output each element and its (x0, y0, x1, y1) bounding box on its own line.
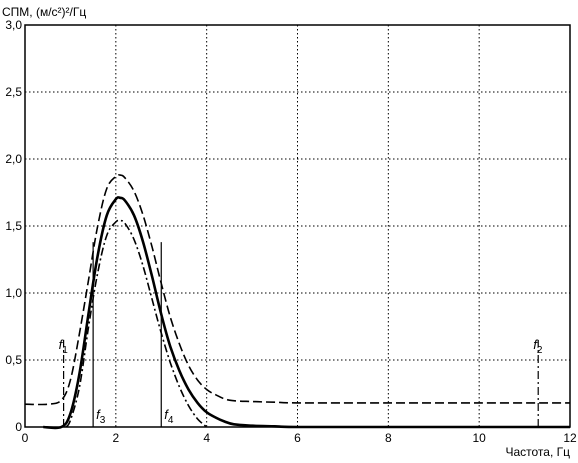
y-tick-label: 1,0 (5, 286, 22, 300)
series-line-dashed (24, 174, 571, 406)
x-tick-label: 4 (203, 431, 210, 445)
y-tick-label: 2,5 (5, 85, 22, 99)
y-axis-label: СПМ, (м/с²)²/Гц (2, 5, 86, 19)
marker-label-f3: f3 (96, 407, 106, 426)
marker-label-f1: f1 (59, 337, 69, 356)
x-tick-label: 12 (563, 431, 577, 445)
marker-label-f4: f4 (164, 407, 174, 426)
y-tick-label: 3,0 (5, 18, 22, 32)
y-tick-label: 1,5 (5, 219, 22, 233)
x-tick-label: 0 (22, 431, 29, 445)
y-tick-label: 2,0 (5, 152, 22, 166)
marker-label-f2: f2 (533, 337, 543, 356)
tick-labels: 0 2 4 6 8 10 12 0 0,5 1,0 1,5 2,0 2,5 3,0 (5, 18, 577, 445)
x-axis-label: Частота, Гц (505, 445, 570, 459)
plot-frame (24, 24, 571, 428)
frequency-markers: f1 f2 f3 f4 (59, 242, 543, 427)
x-tick-label: 6 (294, 431, 301, 445)
x-tick-label: 8 (385, 431, 392, 445)
series-line-dash-dot (65, 219, 208, 428)
x-tick-label: 10 (472, 431, 486, 445)
y-tick-label: 0 (15, 420, 22, 434)
y-tick-label: 0,5 (5, 353, 22, 367)
series-line-solid (43, 196, 570, 430)
grid (25, 25, 570, 427)
x-tick-label: 2 (112, 431, 119, 445)
